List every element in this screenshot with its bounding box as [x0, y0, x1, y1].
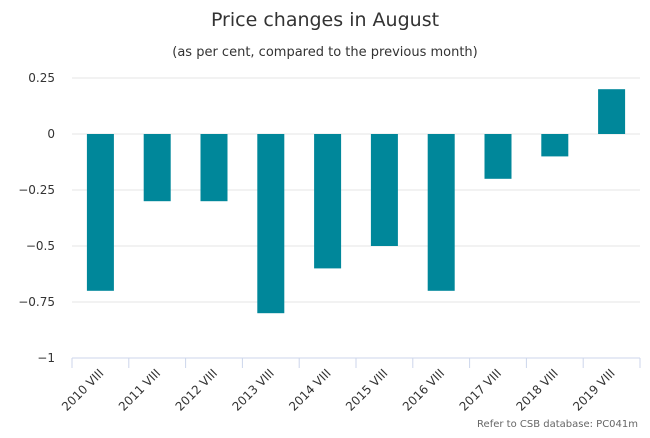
bar[interactable] — [598, 89, 626, 134]
bar[interactable] — [427, 134, 455, 291]
bar[interactable] — [484, 134, 512, 179]
bar[interactable] — [143, 134, 171, 202]
y-tick-label: −0.75 — [18, 295, 55, 309]
credit-text[interactable]: Refer to CSB database: PC041m — [477, 419, 638, 430]
x-axis-ticks: 2010 VIII 2011 VIII 2012 VIII 2013 VIII 2014… — [59, 366, 618, 414]
bar[interactable] — [314, 134, 342, 269]
bar[interactable] — [200, 134, 228, 202]
x-tick-label: 2010 VIII — [59, 366, 107, 414]
chart-title: Price changes in August — [211, 9, 439, 31]
y-tick-label: 0 — [47, 127, 55, 141]
grid-layer — [71, 77, 641, 368]
x-tick-label: 2017 VIII — [457, 366, 505, 414]
y-tick-label: 0.25 — [28, 71, 55, 85]
x-tick-label: 2012 VIII — [173, 366, 221, 414]
x-tick-label: 2014 VIII — [286, 366, 334, 414]
y-tick-label: −0.25 — [18, 183, 55, 197]
bar[interactable] — [370, 134, 398, 246]
x-tick-label: 2018 VIII — [513, 366, 561, 414]
bar-layer — [86, 89, 626, 314]
bar[interactable] — [257, 134, 285, 314]
bar[interactable] — [86, 134, 114, 291]
y-axis-ticks: 0.25 0 −0.25 −0.5 −0.75 −1 — [18, 71, 55, 365]
x-tick-label: 2011 VIII — [116, 366, 164, 414]
y-tick-label: −1 — [37, 351, 55, 365]
x-tick-label: 2019 VIII — [570, 366, 618, 414]
y-tick-label: −0.5 — [26, 239, 55, 253]
chart-subtitle: (as per cent, compared to the previous m… — [172, 45, 477, 60]
bar[interactable] — [541, 134, 569, 157]
x-tick-label: 2013 VIII — [229, 366, 277, 414]
x-tick-label: 2016 VIII — [400, 366, 448, 414]
x-tick-label: 2015 VIII — [343, 366, 391, 414]
